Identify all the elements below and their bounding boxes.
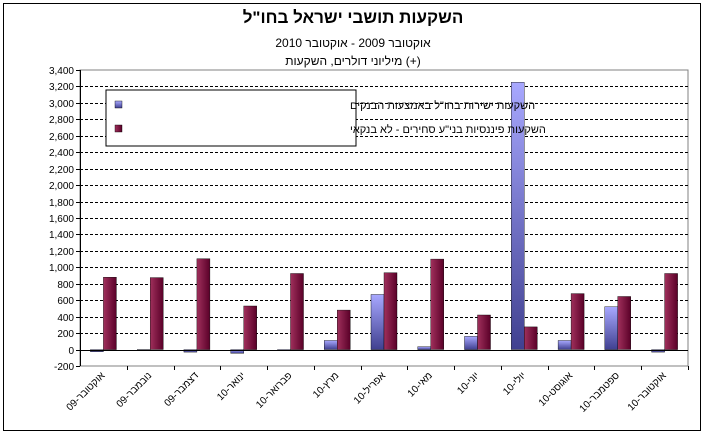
- y-tick-label: 3,000: [49, 99, 74, 110]
- x-tick-label: אוקטובר-09: [65, 370, 108, 413]
- bar-direct-investment: [557, 340, 572, 350]
- legend-swatch: [114, 100, 123, 109]
- bar-financial-investment: [337, 309, 351, 350]
- x-tick-label: ספטמבר-10: [578, 370, 623, 415]
- y-tick-label: 2,600: [49, 132, 74, 143]
- bar-financial-investment: [570, 293, 585, 350]
- x-tick-label: נובמבר-09: [115, 370, 155, 410]
- bar-financial-investment: [290, 273, 304, 350]
- x-tick-label: מאי-10: [406, 370, 435, 399]
- y-tick-label: 2,400: [49, 148, 74, 159]
- bar-direct-investment: [417, 346, 431, 350]
- bar-financial-investment: [524, 326, 538, 350]
- y-tick-label: 600: [57, 296, 74, 307]
- bar-direct-investment: [604, 306, 618, 350]
- y-tick-label: 0: [68, 346, 74, 357]
- bar-financial-investment: [243, 305, 257, 350]
- bar-direct-investment: [511, 82, 525, 350]
- x-tick-label: יולי-10: [500, 370, 528, 398]
- chart-title: השקעות תושבי ישראל בחו"ל: [242, 8, 464, 27]
- chart-units: מיליוני דולרים, השקעות (+): [285, 54, 421, 68]
- legend-box: [105, 89, 357, 147]
- y-tick-label: 2,800: [49, 115, 74, 126]
- bar-financial-investment: [477, 314, 491, 350]
- bar-direct-investment: [324, 340, 338, 350]
- legend-swatch: [114, 124, 123, 133]
- y-tick-label: 1,800: [49, 198, 74, 209]
- y-tick-label: 2,000: [49, 181, 74, 192]
- y-tick-label: 1,200: [49, 247, 74, 258]
- y-tick-label: 400: [57, 313, 74, 324]
- bar-financial-investment: [664, 273, 678, 350]
- y-tick-label: 200: [57, 329, 74, 340]
- bar-financial-investment: [103, 277, 117, 350]
- y-tick-label: -200: [54, 362, 74, 373]
- y-tick-label: 800: [57, 280, 74, 291]
- x-tick-label: יוני-10: [455, 370, 481, 396]
- y-tick-label: 3,400: [49, 66, 74, 77]
- legend-label: השקעות ישירות בחו"ל באמצעות הבנקים: [350, 99, 535, 112]
- x-tick-label: דצמבר-09: [162, 370, 201, 409]
- chart-subtitle: אוקטובר 2009 - אוקטובר 2010: [275, 36, 431, 50]
- x-tick-label: מרץ-10: [311, 370, 341, 400]
- x-tick-label: ינואר-10: [215, 370, 248, 403]
- y-tick-label: 1,400: [49, 230, 74, 241]
- bar-direct-investment: [230, 349, 244, 354]
- bar-financial-investment: [149, 277, 164, 350]
- x-tick-label: אפריל-10: [351, 369, 388, 406]
- bar-direct-investment: [464, 336, 478, 350]
- bar-financial-investment: [617, 296, 631, 350]
- x-tick-label: אוקטובר-10: [626, 370, 669, 413]
- y-tick-label: 1,600: [49, 214, 74, 225]
- bar-direct-investment: [370, 294, 385, 350]
- x-tick-label: פברואר-10: [254, 370, 294, 410]
- y-tick-label: 3,200: [49, 82, 74, 93]
- y-tick-label: 2,200: [49, 165, 74, 176]
- legend-label: השקעות פיננסיות בני"ע סחירים - לא בנקאי: [350, 123, 546, 136]
- bar-financial-investment: [196, 258, 211, 350]
- y-tick-label: 1,000: [49, 263, 74, 274]
- x-tick-label: אוגוסט-10: [537, 370, 576, 409]
- bar-financial-investment: [383, 272, 398, 350]
- bar-financial-investment: [430, 258, 444, 350]
